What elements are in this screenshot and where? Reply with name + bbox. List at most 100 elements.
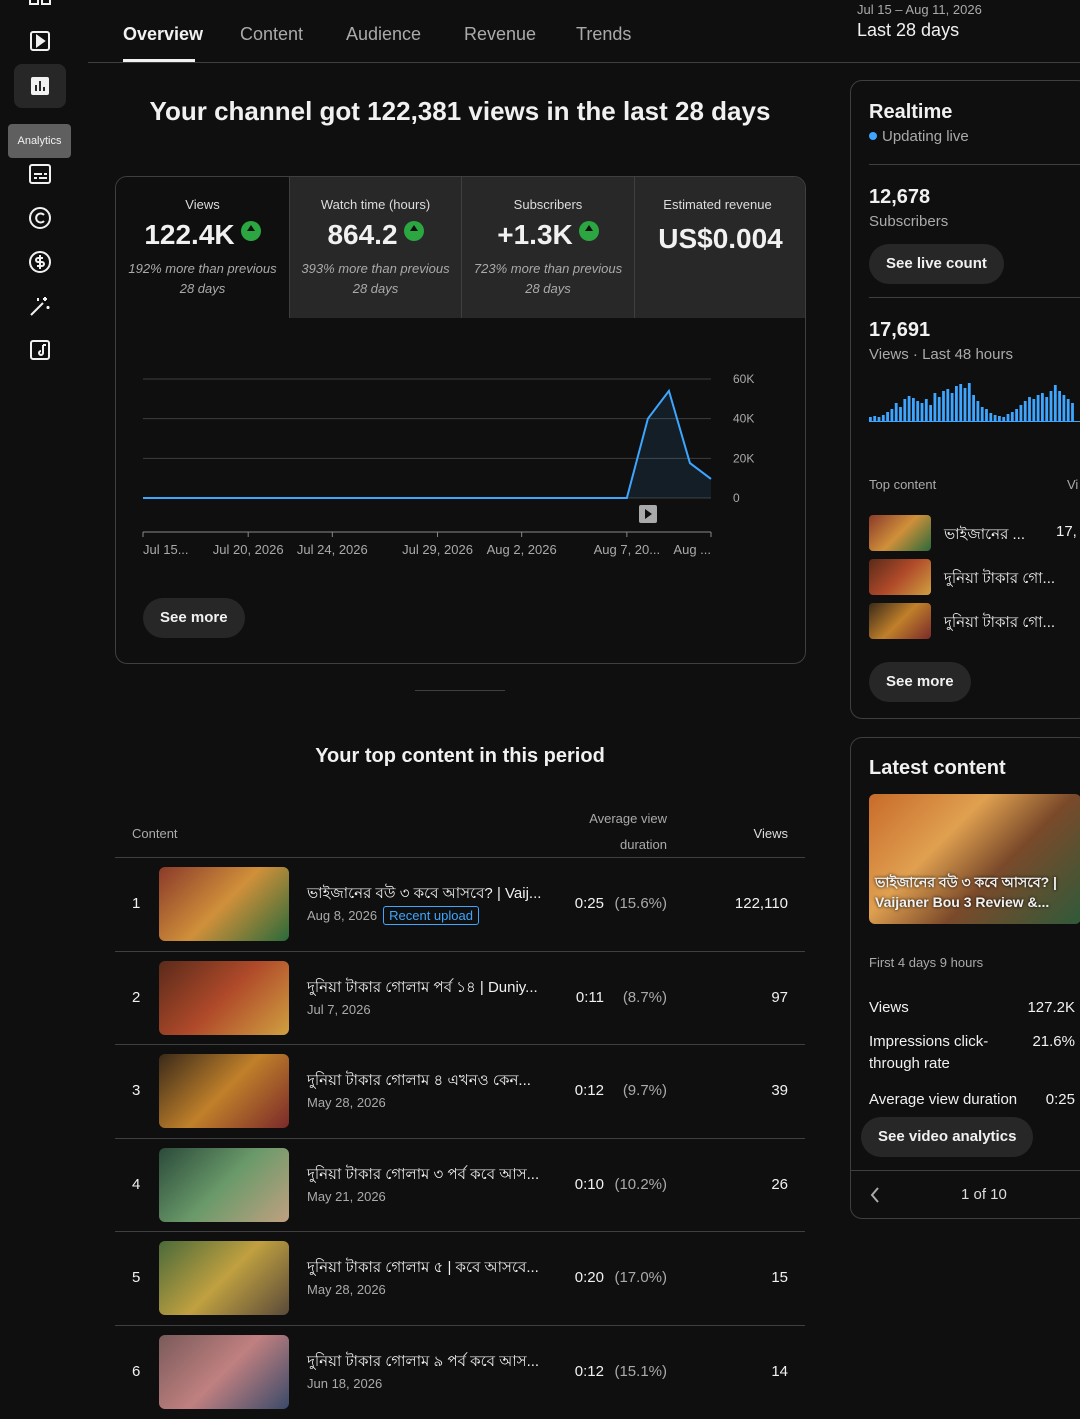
avg-percent: (9.7%) xyxy=(622,1082,667,1099)
bar xyxy=(937,397,941,421)
x-tick-label: Jul 15... xyxy=(143,542,189,557)
column-header[interactable]: Average view duration xyxy=(589,811,667,852)
video-analytics-button[interactable]: See video analytics xyxy=(861,1117,1034,1157)
subscriber-label: Subscribers xyxy=(869,213,949,230)
table-row[interactable]: 4 দুনিয়া টাকার গোলাম ৩ পর্ব কবে আস... May… xyxy=(115,1137,805,1232)
divider xyxy=(415,690,505,691)
bar xyxy=(989,413,993,421)
rank: 5 xyxy=(132,1269,141,1286)
x-tick-label: Aug 7, 20... xyxy=(594,542,661,557)
avg-duration: 0:20 xyxy=(574,1269,604,1286)
avg-percent: (15.6%) xyxy=(614,895,667,912)
table-title: Your top content in this period xyxy=(315,745,605,767)
table-row[interactable]: 5 দুনিয়া টাকার গোলাম ৫ | কবে আসবে... May … xyxy=(115,1231,805,1325)
bar xyxy=(1006,414,1010,421)
video-date: May 28, 2026 xyxy=(307,1095,386,1110)
bar xyxy=(886,412,889,421)
thumbnail[interactable] xyxy=(159,1054,289,1128)
live-count-button[interactable]: See live count xyxy=(869,244,1004,284)
date-text: May 28, 2026 xyxy=(307,1095,386,1110)
item-thumbnail[interactable] xyxy=(869,559,931,595)
subscriber-count: 12,678 xyxy=(869,186,931,208)
area xyxy=(143,390,711,498)
x-tick-label: Jul 20, 2026 xyxy=(213,542,284,557)
divider xyxy=(869,297,1080,298)
tab[interactable]: Overview xyxy=(123,24,204,44)
thumbnail[interactable] xyxy=(159,1241,289,1315)
latest-thumbnail[interactable] xyxy=(869,794,1080,924)
bar xyxy=(907,396,911,421)
x-tick-label: Jul 29, 2026 xyxy=(402,542,473,557)
date-range[interactable]: Jul 15 – Aug 11, 2026 xyxy=(857,2,982,17)
prev-arrow[interactable] xyxy=(867,1184,883,1206)
bar xyxy=(959,384,963,421)
date-text: Jun 18, 2026 xyxy=(307,1375,383,1391)
metric-value: +1.3K xyxy=(462,219,634,251)
metric-value-text: +1.3K xyxy=(497,219,573,250)
metric-label: Watch time (hours) xyxy=(290,197,462,212)
views-count: 17,691 xyxy=(869,319,931,341)
metric-label-text: Views xyxy=(185,197,220,212)
metric-value-text: 864.2 xyxy=(327,219,398,250)
date-text: Jul 7, 2026 xyxy=(307,1001,371,1017)
rank: 4 xyxy=(132,1175,141,1193)
see-more-button[interactable]: See more xyxy=(143,598,245,638)
views-label: Views · Last 48 hours xyxy=(869,346,1013,363)
bar xyxy=(1023,401,1027,421)
video-title: দুনিয়া টাকার গোলাম ৩ পর্ব কবে আস... xyxy=(307,1165,540,1183)
thumbnail[interactable] xyxy=(159,960,289,1035)
metric-cell[interactable]: Views 122.4K 192% more than previous 28 da… xyxy=(116,177,289,318)
headline: Your channel got 122,381 views in the la… xyxy=(149,96,771,126)
badge: Recent upload xyxy=(383,906,479,925)
thumbnail[interactable] xyxy=(159,867,289,941)
metric-value-text: 122.4K xyxy=(144,219,235,250)
metric-value: 122.4K xyxy=(116,219,289,251)
top-content-column: Vi xyxy=(1067,477,1079,492)
chart: 0 20K 40K 60K Jul 15... Jul 20, 2026 Jul 24, 2… xyxy=(142,372,754,557)
views: 14 xyxy=(771,1362,788,1380)
up-icon xyxy=(403,221,424,241)
avg-percent: (15.1%) xyxy=(614,1362,667,1380)
sidebar-icons xyxy=(14,0,66,360)
table-row[interactable]: 6 দুনিয়া টাকার গোলাম ৯ পর্ব কবে আস... Jun… xyxy=(115,1324,805,1419)
item-title[interactable]: দুনিয়া টাকার গো... xyxy=(944,570,1056,587)
views: 122,110 xyxy=(734,895,788,912)
tab[interactable]: Content xyxy=(240,24,304,44)
upload-marker-icon xyxy=(645,509,652,519)
item-thumbnail[interactable] xyxy=(869,515,931,551)
bar xyxy=(967,383,971,421)
tab[interactable]: Trends xyxy=(576,24,632,44)
period[interactable]: Last 28 days xyxy=(857,20,960,40)
metric-note: 393% more than previous 28 days xyxy=(301,261,450,296)
table-row[interactable]: 2 দুনিয়া টাকার গোলাম পর্ব ১৪ | Duniy... J… xyxy=(115,950,805,1045)
bar xyxy=(955,386,958,421)
bar xyxy=(1041,393,1044,421)
x-tick-label: Aug ... xyxy=(673,542,711,557)
bar xyxy=(924,399,928,421)
bar xyxy=(1071,403,1074,421)
tab[interactable]: Audience xyxy=(346,24,422,44)
see-more-button[interactable]: See more xyxy=(869,662,971,702)
video-title: দুনিয়া টাকার গোলাম পর্ব ১৪ | Duniy... xyxy=(307,978,538,996)
avg-duration: 0:12 xyxy=(574,1082,604,1099)
metric-label: Estimated revenue xyxy=(635,197,806,216)
line xyxy=(143,388,712,499)
up-icon xyxy=(240,221,261,241)
item-thumbnail[interactable] xyxy=(869,603,931,639)
item-title[interactable]: ভাইজানের ... xyxy=(944,526,1025,543)
video-date: May 21, 2026 xyxy=(307,1189,386,1204)
item-title[interactable]: দুনিয়া টাকার গো... xyxy=(944,614,1056,631)
tab[interactable]: Revenue xyxy=(464,24,537,44)
column-header[interactable]: Views xyxy=(753,826,788,841)
thumbnail[interactable] xyxy=(159,1147,289,1222)
metric-cell[interactable]: Subscribers +1.3K 723% more than previous … xyxy=(461,177,634,318)
metric-cell[interactable]: Watch time (hours) 864.2 393% more than pr… xyxy=(288,177,462,318)
y-tick-label: 40K xyxy=(733,412,754,426)
live-status: Updating live xyxy=(882,128,969,145)
table-row[interactable]: 3 দুনিয়া টাকার গোলাম ৪ এখনও কেন... May 28… xyxy=(115,1044,805,1138)
x-tick-label: Aug 2, 2026 xyxy=(487,542,557,557)
bar xyxy=(972,395,975,421)
table-row[interactable]: 1 ভাইজানের বউ ৩ কবে আসবে? | Vaij... Aug 8,… xyxy=(115,857,805,951)
thumbnail[interactable] xyxy=(159,1334,289,1409)
metric-cell[interactable]: Estimated revenue US$0.004 xyxy=(633,177,806,318)
